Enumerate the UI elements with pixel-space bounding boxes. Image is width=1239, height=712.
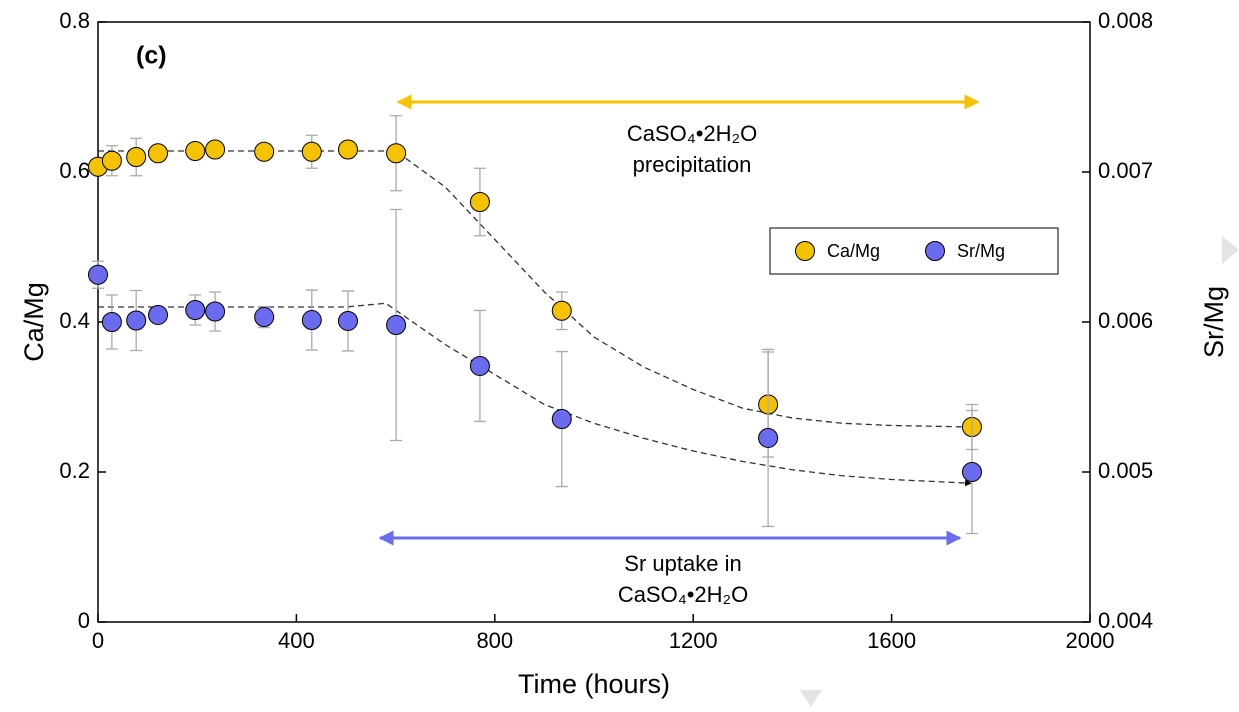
data-point [185,141,206,161]
y2-tick-label: 0.007 [1098,158,1153,183]
legend-marker [795,241,815,261]
data-point [126,310,147,331]
data-point [148,304,169,325]
legend-label: Ca/Mg [827,241,880,261]
x-tick-label: 0 [92,628,104,653]
legend-marker [925,241,945,261]
data-point [88,264,108,285]
y-tick-label: 0.8 [59,8,90,33]
data-point [758,427,779,448]
x-tick-label: 1600 [867,628,916,653]
data-point [301,310,322,331]
fit-line [98,150,972,431]
y-tick-label: 0.2 [59,458,90,483]
data-point [551,409,572,430]
y-tick-label: 0 [78,608,90,633]
annotation: precipitation [633,152,752,177]
data-point [337,139,358,160]
y2-tick-label: 0.004 [1098,608,1153,633]
data-point [337,310,358,331]
data-point [961,462,982,482]
page-decoration [800,690,822,707]
x-tick-label: 2000 [1066,628,1115,653]
data-point [148,143,169,164]
data-point [301,141,322,162]
data-point [101,150,122,171]
annotation: Sr uptake in [624,551,741,576]
plot-frame [97,21,1091,623]
x-tick-label: 800 [476,628,513,653]
annotation: CaSO₄•2H₂O [627,121,757,146]
data-point [386,315,407,335]
data-point [469,355,490,376]
data-point [551,300,572,321]
data-point [254,307,275,328]
y2-tick-label: 0.008 [1098,8,1153,33]
x-axis-title: Time (hours) [518,669,670,699]
data-point [126,147,147,167]
data-point [205,139,226,160]
data-point [386,143,407,164]
data-point [469,192,490,212]
y-tick-label: 0.6 [59,158,90,183]
y-axis-title: Ca/Mg [19,282,49,362]
x-tick-label: 1200 [669,628,718,653]
data-point [205,301,226,322]
panel-label: (c) [136,42,167,70]
fit-line [98,302,972,487]
legend-box [769,227,1059,275]
annotation: CaSO₄•2H₂O [618,582,748,607]
data-point [254,141,275,162]
data-point [101,312,122,332]
y2-axis-title: Sr/Mg [1199,286,1229,358]
y2-tick-label: 0.005 [1098,458,1153,483]
legend-label: Sr/Mg [957,241,1005,261]
y-tick-label: 0.4 [59,308,90,333]
page-decoration [1222,236,1239,264]
data-point [185,300,206,320]
x-tick-label: 400 [278,628,315,653]
y2-tick-label: 0.006 [1098,308,1153,333]
